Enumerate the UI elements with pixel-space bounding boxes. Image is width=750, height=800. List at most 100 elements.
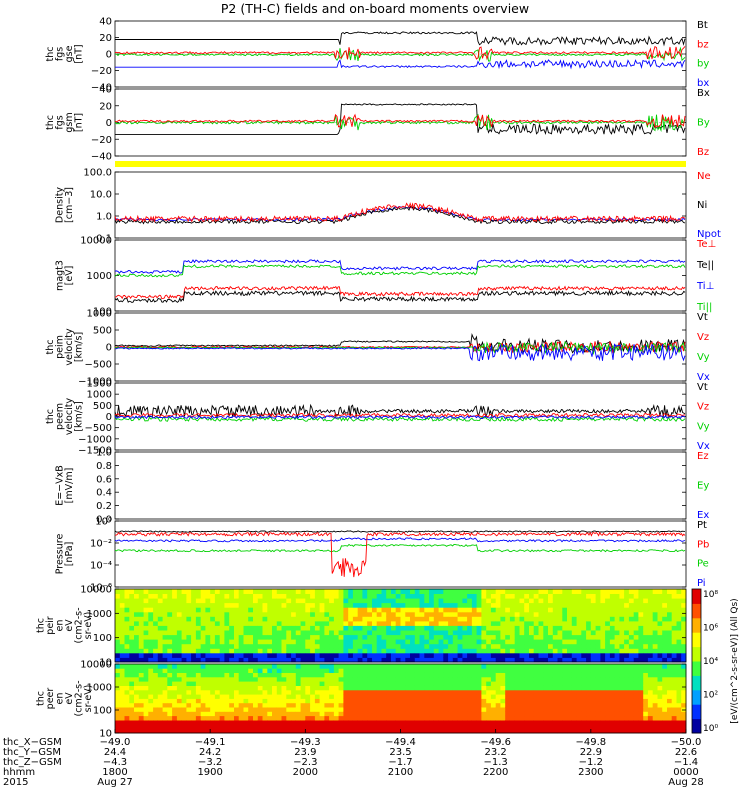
spectrogram-cell — [205, 694, 211, 699]
spectrogram-cell — [138, 711, 144, 717]
spectrogram-cell — [676, 611, 682, 617]
spectrogram-cell — [519, 616, 525, 622]
spectrogram-cell — [129, 668, 135, 673]
spectrogram-cell — [248, 611, 254, 617]
spectrogram-cell — [210, 676, 216, 682]
spectrogram-cell — [376, 652, 382, 658]
spectrogram-cell — [509, 611, 516, 617]
colorbar-segment — [692, 656, 701, 662]
spectrogram-cell — [124, 593, 130, 599]
spectrogram-cell — [462, 634, 468, 640]
spectrogram-cell — [253, 702, 259, 708]
spectrogram-cell — [276, 724, 282, 730]
spectrogram-cell — [662, 685, 668, 691]
spectrogram-cell — [381, 676, 387, 682]
spectrogram-cell — [647, 668, 654, 673]
spectrogram-cell — [319, 630, 325, 636]
spectrogram-cell — [324, 630, 330, 636]
spectrogram-cell — [329, 630, 335, 636]
spectrogram-cell — [429, 648, 435, 654]
spectrogram-cell — [267, 694, 273, 699]
spectrogram-cell — [224, 707, 230, 712]
spectrogram-cell — [134, 657, 140, 663]
spectrogram-cell — [624, 602, 630, 608]
spectrogram-cell — [633, 702, 639, 708]
spectrogram-cell — [614, 598, 620, 604]
spectrogram-cell — [205, 589, 211, 594]
spectrogram-cell — [167, 715, 173, 721]
spectrogram-cell — [590, 672, 596, 678]
spectrogram-cell — [619, 685, 625, 691]
spectrogram-cell — [543, 664, 549, 669]
spectrogram-cell — [433, 664, 439, 669]
spectrogram-cell — [514, 681, 520, 686]
spectrogram-cell — [628, 611, 635, 617]
spectrogram-cell — [205, 668, 211, 673]
spectrogram-cell — [167, 724, 173, 730]
spectrogram-cell — [243, 620, 249, 626]
spectrogram-cell — [338, 685, 344, 691]
spectrogram-cell — [452, 668, 458, 673]
spectrogram-cell — [200, 611, 206, 617]
spectrogram-cell — [205, 598, 211, 604]
spectrogram-cell — [186, 664, 192, 669]
spectrogram-cell — [467, 668, 473, 673]
spectrogram-cell — [333, 593, 340, 599]
spectrogram-cell — [681, 720, 687, 725]
spectrogram-cell — [471, 707, 478, 712]
spectrogram-cell — [676, 694, 682, 699]
spectrogram-cell — [314, 698, 321, 704]
spectrogram-cell — [657, 620, 663, 626]
spectrogram-cell — [662, 598, 668, 604]
spectrogram-cell — [543, 685, 549, 691]
spectrogram-cell — [281, 652, 287, 658]
spectrogram-cell — [367, 715, 373, 721]
spectrogram-cell — [129, 643, 135, 649]
spectrogram-cell — [438, 630, 444, 636]
spectrogram-cell — [386, 589, 392, 594]
spectrogram-cell — [410, 652, 416, 658]
spectrogram-cell — [286, 720, 292, 725]
spectrogram-cell — [628, 724, 635, 730]
spectrogram-cell — [405, 707, 411, 712]
spectrogram-cell — [490, 728, 497, 734]
y-axis-label: fgs — [54, 115, 65, 129]
spectrogram-cell — [429, 598, 435, 604]
spectrogram-cell — [162, 707, 168, 712]
spectrogram-cell — [529, 676, 535, 682]
spectrogram-cell — [343, 652, 349, 658]
spectrogram-cell — [257, 728, 263, 734]
spectrogram-cell — [586, 643, 592, 649]
spectrogram-cell — [467, 676, 473, 682]
spectrogram-cell — [153, 664, 159, 669]
spectrogram-cell — [381, 630, 387, 636]
spectrogram-cell — [667, 589, 673, 594]
y-tick-label: 1000 — [87, 271, 112, 282]
spectrogram-cell — [514, 720, 520, 725]
spectrogram-cell — [291, 652, 297, 658]
spectrogram-cell — [352, 616, 359, 622]
spectrogram-cell — [462, 702, 468, 708]
spectrogram-cell — [457, 702, 463, 708]
spectrogram-cell — [200, 593, 206, 599]
spectrogram-cell — [300, 707, 306, 712]
spectrogram-cell — [405, 589, 411, 594]
spectrogram-cell — [609, 702, 616, 708]
spectrogram-cell — [362, 634, 368, 640]
spectrogram-cell — [167, 589, 173, 594]
spectrogram-cell — [543, 694, 549, 699]
y-axis-label: [cm−3] — [64, 187, 75, 223]
spectrogram-cell — [443, 657, 449, 663]
spectrogram-cell — [500, 694, 506, 699]
spectrogram-cell — [410, 664, 416, 669]
spectrogram-cell — [329, 607, 335, 613]
spectrogram-cell — [181, 616, 187, 622]
spectrogram-cell — [224, 689, 230, 695]
spectrogram-cell — [324, 681, 330, 686]
spectrogram-cell — [538, 639, 544, 645]
spectrogram-cell — [305, 694, 311, 699]
spectrogram-cell — [505, 652, 511, 658]
spectrogram-cell — [234, 711, 240, 717]
spectrogram-cell — [671, 685, 677, 691]
spectrogram-cell — [429, 681, 435, 686]
